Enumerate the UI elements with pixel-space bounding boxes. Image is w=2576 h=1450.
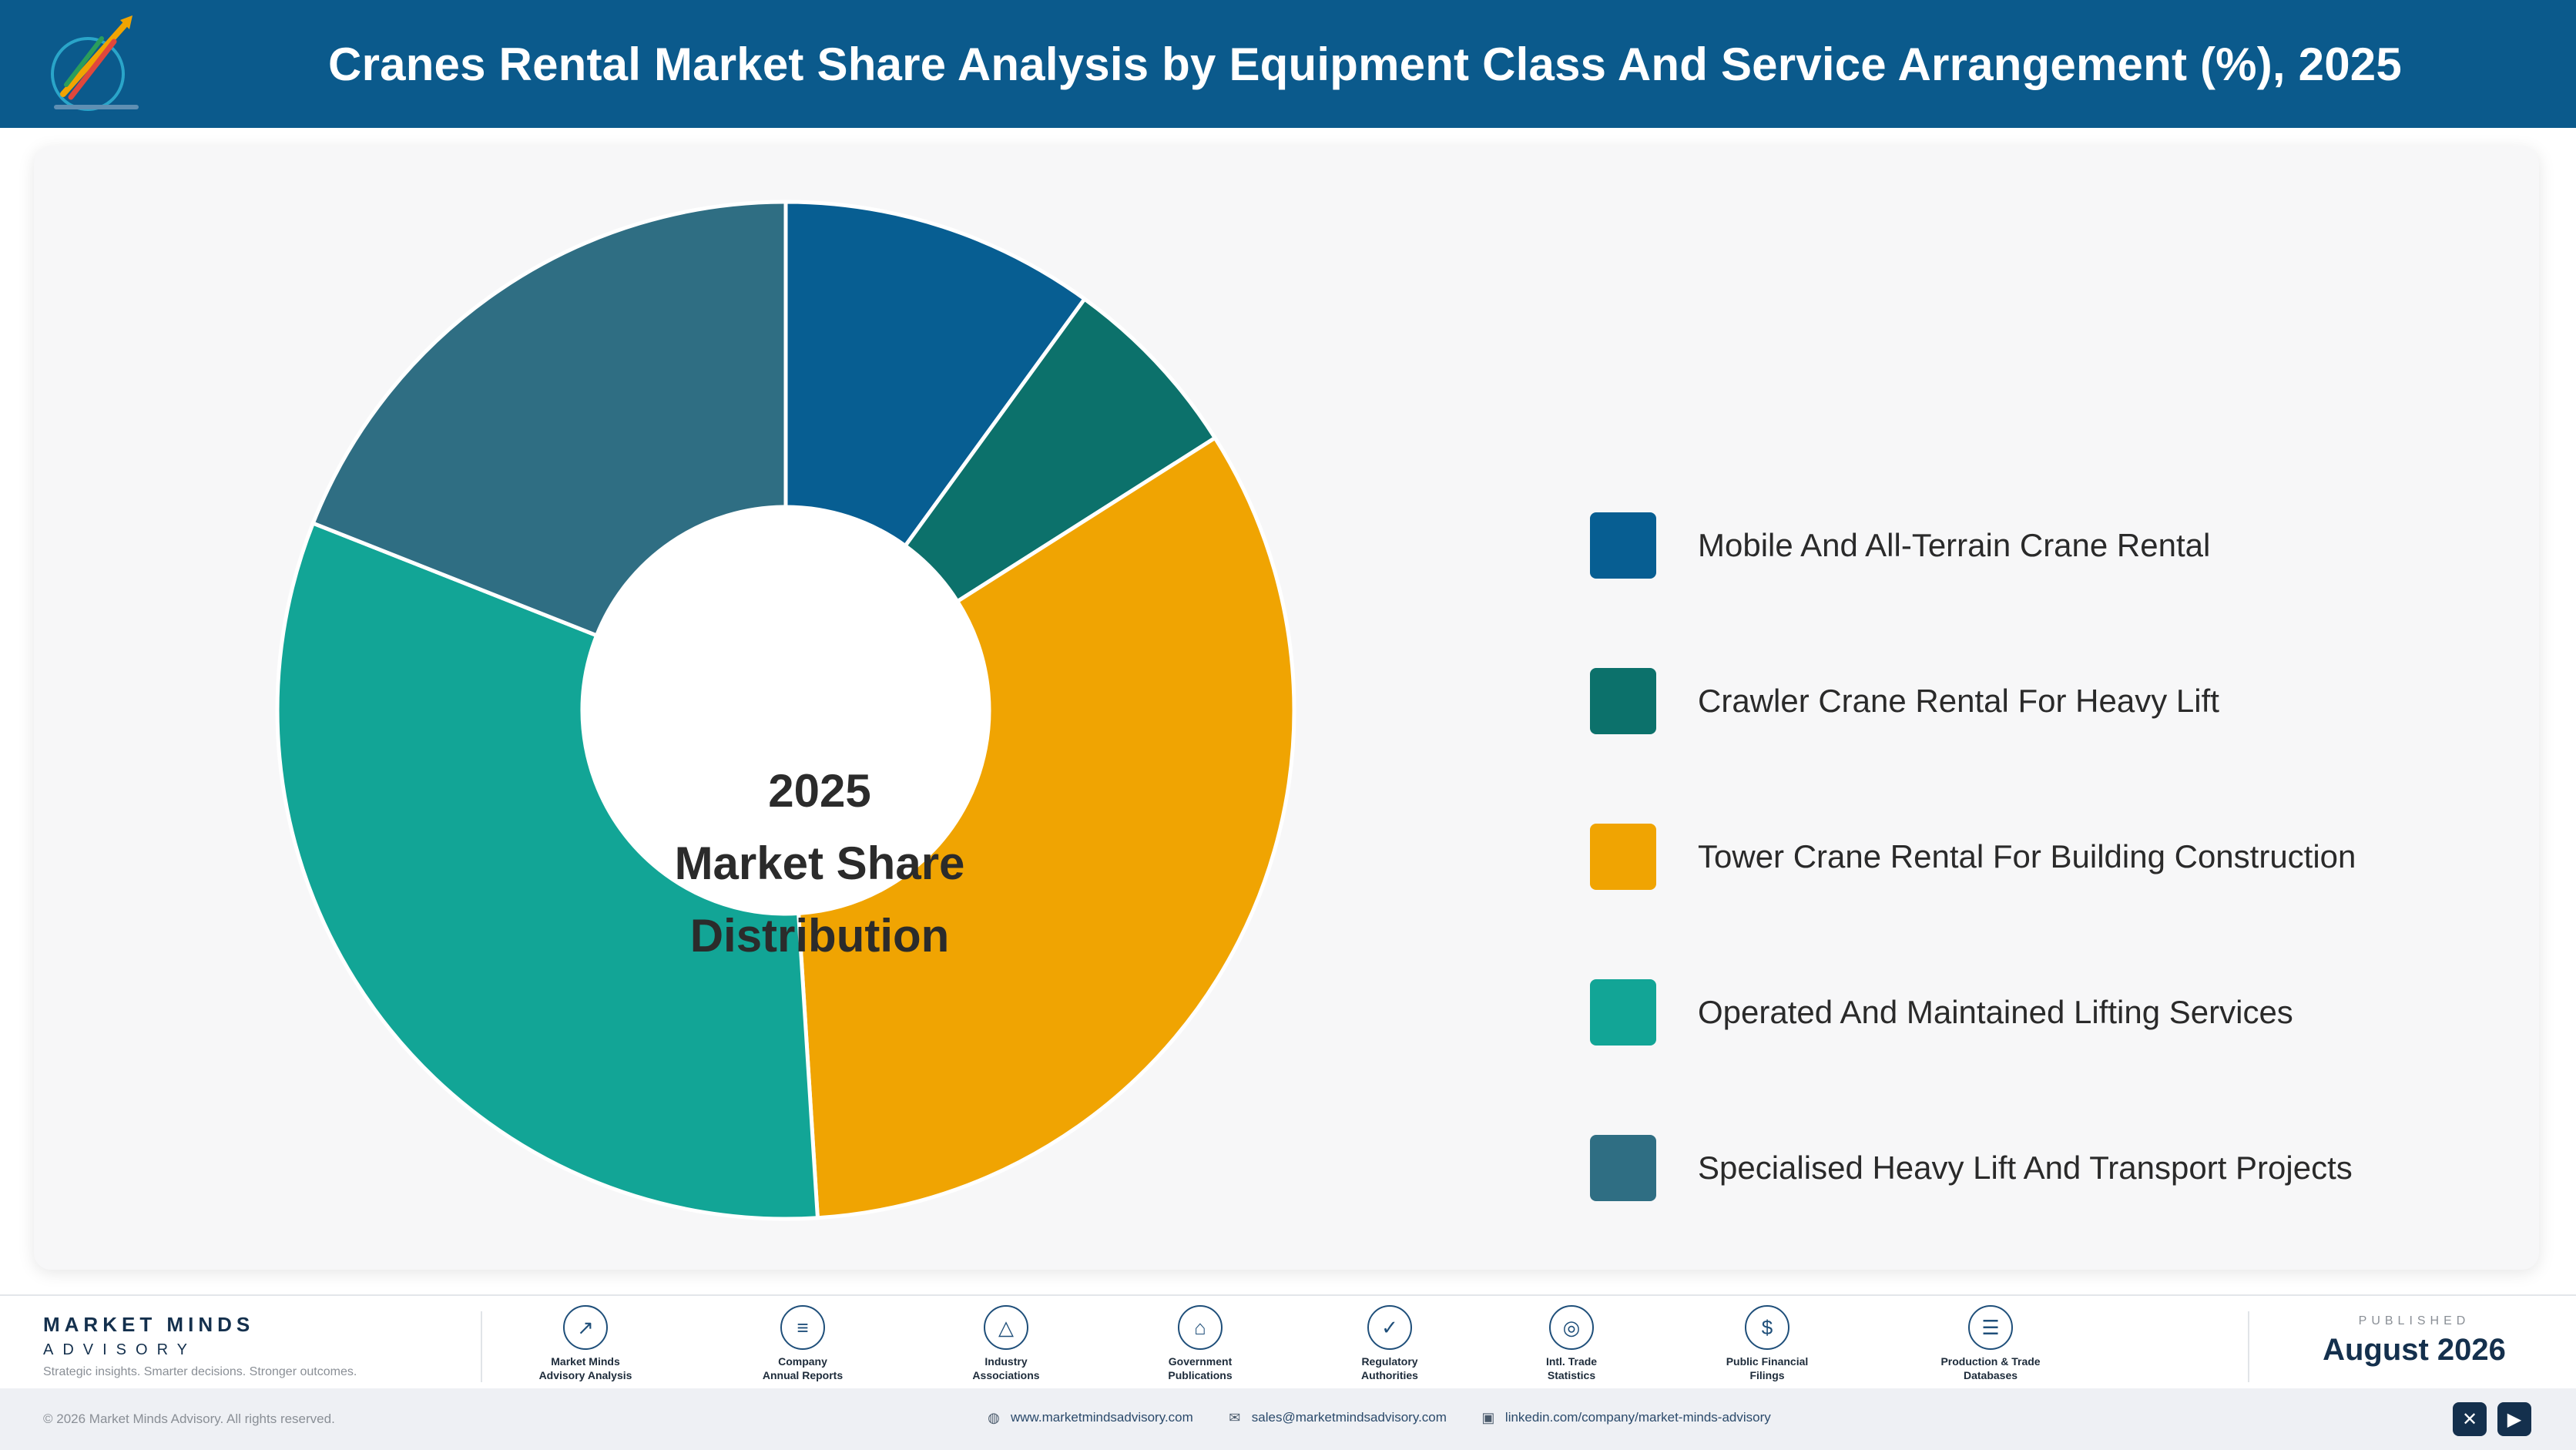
legend-item: Tower Crane Rental For Building Construc… — [1590, 824, 2356, 890]
data-source-label: Public Financial — [1726, 1355, 1809, 1368]
data-source-item: ⌂ Government Publications — [1115, 1305, 1285, 1382]
currency-icon: $ — [1745, 1305, 1789, 1350]
x-social-icon: ✕ — [2461, 1408, 2478, 1430]
email-text: sales@marketmindsadvisory.com — [1251, 1410, 1447, 1425]
header-bar: Cranes Rental Market Share Analysis by E… — [0, 0, 2576, 128]
legend-swatch — [1590, 979, 1656, 1046]
data-source-item: $ Public Financial Filings — [1682, 1305, 1852, 1382]
data-source-label: Publications — [1168, 1369, 1233, 1381]
email-link[interactable]: ✉ sales@marketmindsadvisory.com — [1227, 1410, 1447, 1425]
linkedin-icon: ▣ — [1481, 1410, 1495, 1425]
legend-swatch — [1590, 512, 1656, 579]
legend-label: Operated And Maintained Lifting Services — [1698, 994, 2293, 1030]
data-source-label: Market Minds — [551, 1355, 620, 1368]
data-source-label: Regulatory — [1361, 1355, 1418, 1368]
footer-band: MARKET MINDS ADVISORY Strategic insights… — [0, 1294, 2576, 1388]
document-icon: ≡ — [780, 1305, 825, 1350]
contact-links: ◍ www.marketmindsadvisory.com ✉ sales@ma… — [986, 1410, 1805, 1425]
donut-chart — [275, 200, 1296, 1221]
network-icon: △ — [984, 1305, 1028, 1350]
website-text: www.marketmindsadvisory.com — [1011, 1410, 1193, 1425]
data-source-label: Authorities — [1361, 1369, 1418, 1381]
legend-label: Tower Crane Rental For Building Construc… — [1698, 838, 2356, 874]
legend-item: Operated And Maintained Lifting Services — [1590, 979, 2293, 1046]
page-title: Cranes Rental Market Share Analysis by E… — [328, 38, 2402, 90]
youtube-button[interactable]: ▶ — [2497, 1402, 2531, 1436]
linkedin-text: linkedin.com/company/market-minds-adviso… — [1504, 1410, 1771, 1425]
mail-icon: ✉ — [1229, 1410, 1241, 1425]
legend-label: Crawler Crane Rental For Heavy Lift — [1698, 683, 2219, 719]
legend-swatch — [1590, 668, 1656, 734]
data-source-label: Industry — [984, 1355, 1028, 1368]
data-source-item: ☰ Production & Trade Databases — [1906, 1305, 2075, 1382]
brand-name: MARKET MINDS — [43, 1313, 255, 1336]
legend-swatch — [1590, 1135, 1656, 1201]
legend-item: Crawler Crane Rental For Heavy Lift — [1590, 668, 2219, 734]
data-source-label: Associations — [972, 1369, 1040, 1381]
website-link[interactable]: ◍ www.marketmindsadvisory.com — [986, 1410, 1193, 1425]
youtube-icon: ▶ — [2507, 1408, 2522, 1430]
legend-label: Specialised Heavy Lift And Transport Pro… — [1698, 1150, 2353, 1186]
market-minds-logo-icon — [51, 15, 139, 111]
data-source-item: ≡ Company Annual Reports — [718, 1305, 887, 1382]
data-source-label: Statistics — [1547, 1369, 1596, 1381]
footer-divider — [481, 1311, 482, 1382]
x-social-button[interactable]: ✕ — [2453, 1402, 2487, 1436]
data-source-label: Filings — [1749, 1369, 1785, 1381]
chart-card: 2025 Market Share Distribution Mobile An… — [34, 146, 2539, 1270]
published-date: August 2026 — [2323, 1333, 2506, 1367]
globe-icon: ◍ — [988, 1410, 1000, 1425]
center-label-line-2: Market Share — [674, 837, 965, 889]
data-source-label: Production & Trade — [1940, 1355, 2041, 1368]
donut-center-label: 2025 Market Share Distribution — [619, 755, 1020, 972]
copyright-text: © 2026 Market Minds Advisory. All rights… — [43, 1411, 335, 1426]
data-source-item: ◎ Intl. Trade Statistics — [1487, 1305, 1656, 1382]
data-source-item: ✓ Regulatory Authorities — [1305, 1305, 1474, 1382]
center-label-year: 2025 — [768, 765, 871, 817]
footer-brand: MARKET MINDS ADVISORY Strategic insights… — [43, 1313, 357, 1379]
data-source-label: Intl. Trade — [1545, 1355, 1598, 1368]
bottom-bar: © 2026 Market Minds Advisory. All rights… — [0, 1388, 2576, 1450]
donut-hole — [582, 507, 989, 914]
center-label-line-3: Distribution — [689, 910, 950, 962]
legend-item: Specialised Heavy Lift And Transport Pro… — [1590, 1135, 2353, 1201]
brand-subtitle: ADVISORY — [43, 1341, 196, 1358]
footer-divider — [2248, 1311, 2249, 1382]
published-label: PUBLISHED — [2358, 1314, 2470, 1327]
shield-check-icon: ✓ — [1367, 1305, 1412, 1350]
government-building-icon: ⌂ — [1178, 1305, 1223, 1350]
data-source-label: Advisory Analysis — [538, 1369, 632, 1381]
globe-icon: ◎ — [1549, 1305, 1594, 1350]
database-icon: ☰ — [1968, 1305, 2013, 1350]
brand-tagline: Strategic insights. Smarter decisions. S… — [43, 1365, 357, 1378]
data-source-label: Company — [778, 1355, 827, 1368]
legend-item: Mobile And All-Terrain Crane Rental — [1590, 512, 2210, 579]
published-block: PUBLISHED August 2026 — [2314, 1314, 2514, 1368]
data-source-label: Government — [1168, 1355, 1233, 1368]
data-source-item: ↗ Market Minds Advisory Analysis — [501, 1305, 670, 1382]
data-source-label: Annual Reports — [762, 1369, 844, 1381]
data-source-item: △ Industry Associations — [921, 1305, 1091, 1382]
legend-swatch — [1590, 824, 1656, 890]
data-source-label: Databases — [1963, 1369, 2018, 1381]
trend-chart-icon: ↗ — [563, 1305, 608, 1350]
legend-label: Mobile And All-Terrain Crane Rental — [1698, 527, 2211, 563]
linkedin-link[interactable]: ▣ linkedin.com/company/market-minds-advi… — [1481, 1410, 1771, 1425]
